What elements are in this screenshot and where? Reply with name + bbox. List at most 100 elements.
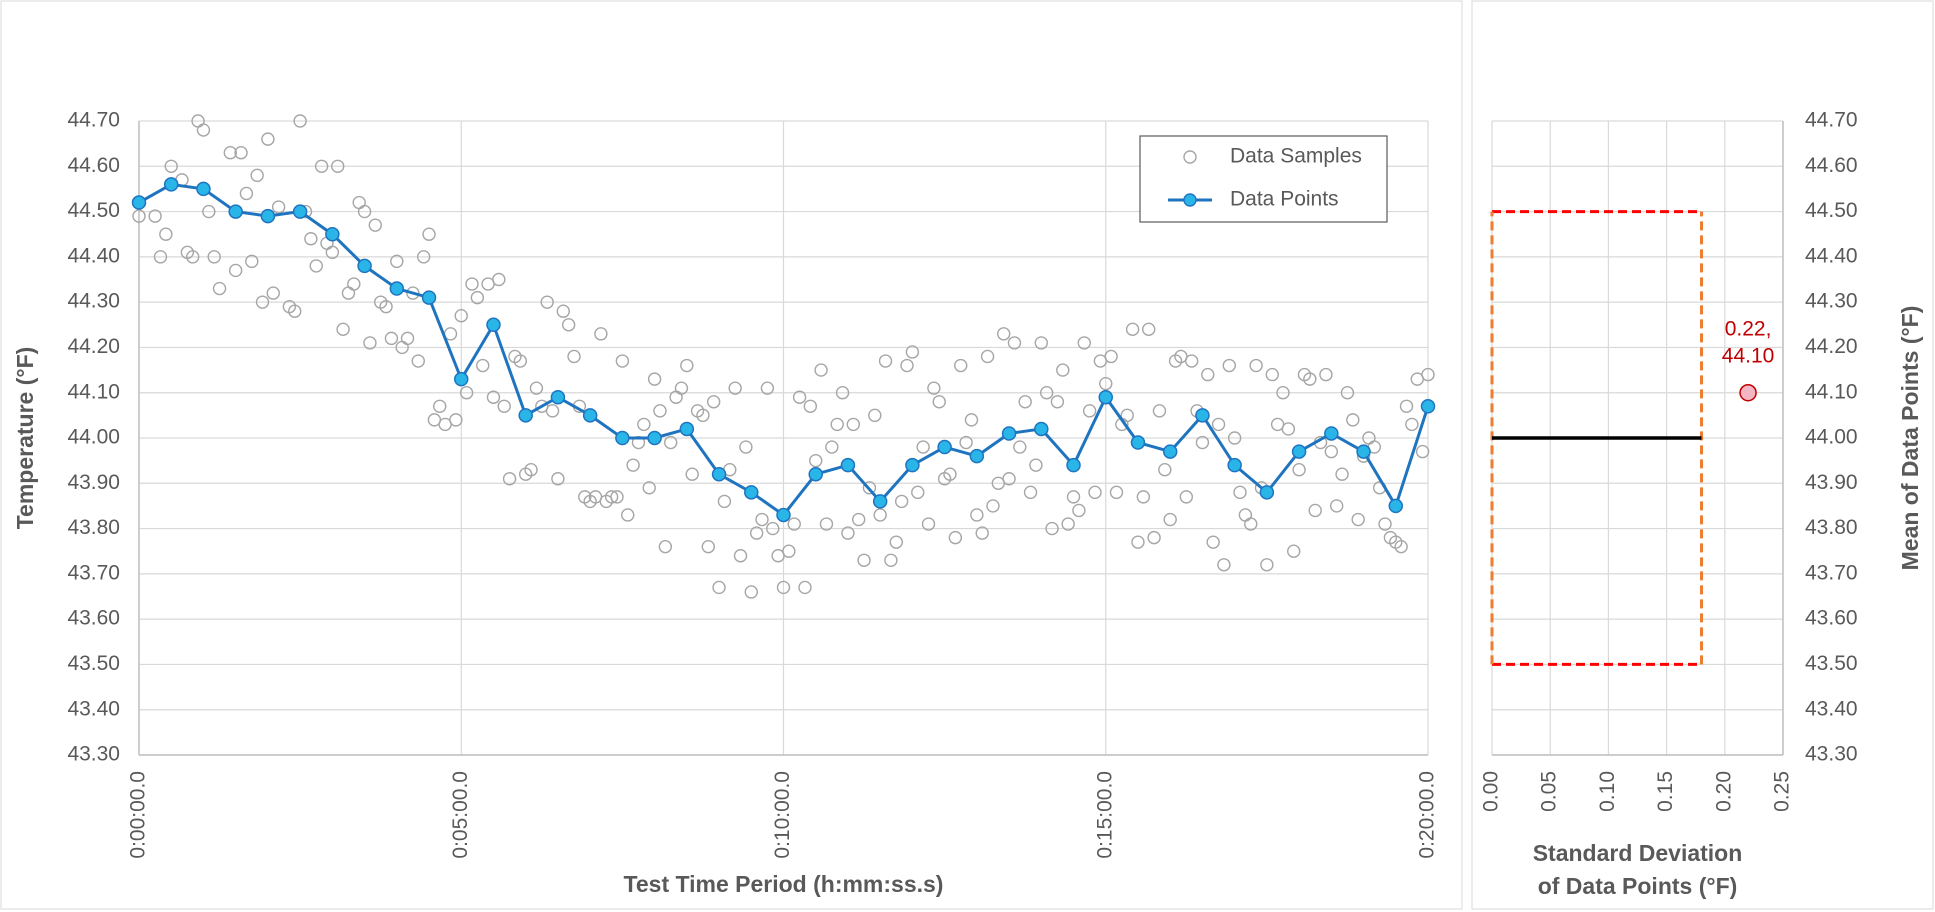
- x-tick-label: 0.20: [1712, 771, 1735, 812]
- x-tick-label: 0.05: [1538, 771, 1561, 812]
- data-point: [163, 177, 179, 192]
- x-axis-title: Test Time Period (h:mm:ss.s): [624, 871, 944, 897]
- data-sample: [846, 417, 861, 432]
- data-sample: [411, 354, 425, 368]
- data-sample: [830, 417, 844, 432]
- data-sample: [1013, 440, 1027, 454]
- data-point: [711, 466, 727, 482]
- point-label: 44.10: [1722, 344, 1775, 367]
- data-sample: [825, 440, 839, 454]
- data-sample: [159, 227, 173, 241]
- data-sample: [212, 281, 227, 296]
- data-sample: [728, 381, 742, 395]
- data-sample: [433, 399, 447, 413]
- data-sample: [819, 517, 834, 531]
- y-tick-label: 44.20: [1805, 335, 1858, 358]
- data-sample: [1405, 417, 1419, 432]
- data-point: [550, 389, 566, 405]
- x-axis-title: Standard Deviation: [1533, 840, 1743, 866]
- data-sample: [540, 295, 554, 309]
- data-sample: [739, 440, 753, 454]
- data-sample: [271, 200, 286, 214]
- y-tick-label: 44.00: [1805, 426, 1858, 449]
- y-tick-label: 44.60: [1805, 154, 1858, 177]
- data-sample: [1244, 517, 1258, 531]
- x-tick-label: 0.00: [1480, 771, 1503, 812]
- data-sample: [868, 408, 882, 423]
- data-sample: [336, 322, 350, 337]
- data-sample: [594, 327, 608, 341]
- data-sample: [749, 526, 764, 540]
- data-sample: [798, 580, 812, 595]
- y-tick-label: 43.40: [67, 697, 120, 720]
- data-point: [1420, 399, 1436, 414]
- data-point: [808, 466, 823, 482]
- data-sample: [524, 463, 538, 477]
- data-point: [744, 485, 759, 500]
- data-sample: [228, 263, 243, 278]
- legend-label: Data Samples: [1230, 145, 1362, 168]
- data-sample: [658, 539, 673, 554]
- data-sample: [1303, 372, 1317, 386]
- data-sample: [857, 553, 871, 567]
- data-sample: [1249, 358, 1263, 373]
- data-sample: [809, 453, 823, 468]
- data-point: [615, 430, 630, 446]
- data-sample: [975, 526, 989, 540]
- data-sample: [239, 186, 254, 201]
- data-point: [1356, 444, 1371, 459]
- data-point: [325, 226, 340, 242]
- y-tick-label: 43.60: [1805, 607, 1858, 630]
- data-sample: [1147, 530, 1161, 545]
- data-sample: [1018, 395, 1032, 409]
- data-sample: [266, 286, 280, 300]
- data-sample: [706, 395, 721, 409]
- data-sample: [878, 354, 893, 368]
- data-point: [1324, 426, 1339, 441]
- data-sample: [513, 354, 528, 368]
- legend-label: Data Points: [1230, 188, 1339, 211]
- data-sample: [664, 435, 678, 450]
- data-point: [1388, 498, 1404, 514]
- data-sample: [835, 386, 850, 400]
- data-sample: [680, 358, 694, 373]
- data-sample: [1346, 413, 1360, 427]
- data-sample: [674, 381, 689, 395]
- data-sample: [841, 526, 855, 540]
- data-point: [1001, 426, 1017, 441]
- x-tick-label: 0.15: [1654, 771, 1677, 812]
- data-sample: [1142, 322, 1156, 337]
- y-tick-label: 44.30: [67, 290, 120, 313]
- data-point: [776, 507, 791, 523]
- data-sample: [986, 499, 1000, 513]
- data-sample: [1125, 322, 1140, 337]
- data-sample: [1077, 336, 1091, 350]
- x-tick-label: 0.25: [1771, 771, 1794, 812]
- data-sample: [1399, 399, 1414, 413]
- data-sample: [422, 227, 436, 241]
- data-sample: [492, 272, 506, 287]
- data-sample: [1227, 431, 1242, 445]
- data-sample: [556, 304, 570, 318]
- data-sample: [755, 512, 769, 527]
- data-sample: [889, 535, 903, 549]
- data-sample: [621, 508, 635, 522]
- data-sample: [744, 585, 758, 599]
- data-sample: [637, 417, 651, 432]
- data-sample: [245, 254, 259, 269]
- data-sample: [261, 132, 275, 146]
- legend-marker: [1183, 150, 1197, 164]
- y-tick-label: 44.20: [67, 335, 120, 358]
- y-tick-label: 43.30: [1805, 743, 1858, 766]
- data-sample: [970, 508, 984, 522]
- y-tick-label: 43.70: [1805, 561, 1858, 584]
- data-point: [679, 421, 695, 437]
- result-point: [1739, 383, 1757, 402]
- data-sample: [132, 209, 146, 223]
- x-tick-label: 0:15:00.0: [1093, 771, 1116, 859]
- data-sample: [1319, 367, 1333, 382]
- data-sample: [1082, 404, 1097, 418]
- data-sample: [685, 467, 699, 481]
- data-sample: [1340, 386, 1355, 400]
